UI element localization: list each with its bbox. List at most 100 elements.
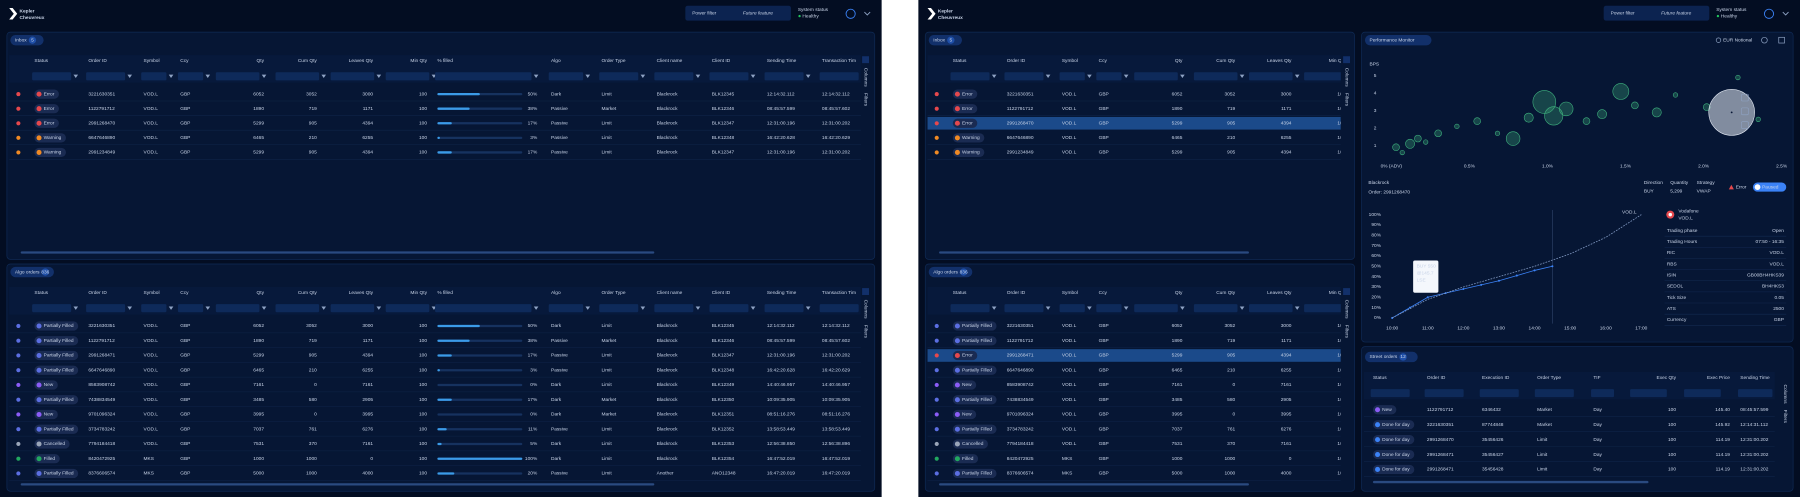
paused-pill[interactable] (1752, 182, 1787, 192)
filter-toggle[interactable] (205, 74, 211, 79)
bubble[interactable] (1672, 92, 1679, 98)
zoom-control[interactable] (1741, 93, 1749, 102)
filter-input[interactable] (1424, 389, 1464, 398)
filter-input[interactable] (1370, 389, 1410, 398)
status-pill[interactable] (952, 468, 997, 479)
bubble[interactable] (1735, 74, 1741, 81)
status-pill[interactable] (34, 365, 79, 375)
filter-input[interactable] (1248, 304, 1293, 313)
status-pill[interactable] (952, 336, 997, 346)
filter-toggle[interactable] (376, 306, 382, 310)
status-pill[interactable] (952, 365, 997, 375)
filter-input[interactable] (86, 72, 126, 81)
filter-toggle[interactable] (1087, 74, 1092, 79)
menu-chevron[interactable] (1782, 11, 1789, 16)
point[interactable] (1497, 279, 1501, 282)
status-pill[interactable] (34, 380, 58, 390)
bubble[interactable] (1755, 116, 1761, 122)
filter-input[interactable] (1479, 389, 1519, 398)
power-filter[interactable] (685, 5, 791, 21)
user-icon[interactable] (845, 8, 856, 19)
filter-input[interactable] (32, 304, 72, 313)
filter-input[interactable] (177, 304, 204, 313)
filter-toggle[interactable] (585, 74, 591, 79)
bubble[interactable] (1612, 83, 1630, 100)
status-pill[interactable] (34, 395, 79, 405)
filter-toggle[interactable] (168, 74, 174, 79)
filter-input[interactable] (1684, 389, 1721, 398)
status-pill[interactable] (1372, 435, 1415, 445)
filter-input[interactable] (819, 72, 859, 81)
status-pill[interactable] (952, 350, 978, 361)
filter-toggle[interactable] (1123, 74, 1129, 79)
filter-input[interactable] (548, 304, 584, 313)
status-pill[interactable] (34, 454, 60, 464)
status-pill[interactable] (952, 89, 978, 99)
filter-toggle[interactable] (127, 306, 133, 310)
filter-toggle[interactable] (805, 74, 811, 79)
bubble[interactable] (1559, 101, 1574, 117)
filter-toggle[interactable] (533, 74, 539, 79)
filter-input[interactable] (1248, 72, 1293, 81)
status-pill[interactable] (1372, 449, 1415, 460)
side-menu[interactable] (1343, 56, 1350, 64)
filter-toggle[interactable] (585, 306, 591, 310)
filter-toggle[interactable] (321, 306, 327, 310)
filter-input[interactable] (1059, 72, 1085, 81)
panel-tab[interactable] (10, 35, 44, 46)
filter-input[interactable] (435, 72, 532, 81)
status-pill[interactable] (952, 104, 978, 114)
status-pill[interactable] (952, 380, 977, 390)
filter-toggle[interactable] (695, 74, 701, 79)
filter-toggle[interactable] (750, 74, 756, 79)
bubble[interactable] (1631, 101, 1639, 110)
filter-input[interactable] (709, 304, 749, 313)
bubble[interactable] (1454, 123, 1460, 129)
filter-toggle[interactable] (205, 306, 211, 310)
status-pill[interactable] (34, 147, 66, 158)
filter-input[interactable] (215, 304, 260, 313)
filter-input[interactable] (709, 72, 749, 81)
point[interactable] (1533, 269, 1536, 272)
filter-input[interactable] (654, 304, 694, 313)
filter-toggle[interactable] (261, 74, 267, 79)
status-pill[interactable] (952, 454, 979, 464)
menu-chevron[interactable] (864, 11, 871, 16)
status-pill[interactable] (34, 350, 79, 361)
filter-input[interactable] (764, 304, 804, 313)
filter-toggle[interactable] (1045, 74, 1051, 79)
bubble[interactable] (1434, 129, 1442, 138)
status-pill[interactable] (952, 395, 997, 405)
filter-input[interactable] (141, 304, 167, 313)
filter-input[interactable] (1534, 389, 1574, 398)
scrollbar[interactable] (20, 483, 655, 486)
filter-input[interactable] (1134, 304, 1178, 313)
filter-input[interactable] (32, 72, 72, 81)
filter-toggle[interactable] (533, 306, 539, 310)
bubble[interactable] (1405, 138, 1415, 149)
status-pill[interactable] (952, 439, 988, 449)
filter-toggle[interactable] (750, 306, 756, 310)
filter-input[interactable] (86, 304, 126, 313)
filter-input[interactable] (141, 72, 167, 81)
power-filter[interactable] (1603, 5, 1710, 21)
scrollbar[interactable] (1372, 480, 1649, 484)
status-pill[interactable] (1372, 420, 1415, 430)
scrollbar[interactable] (939, 251, 1249, 254)
filter-input[interactable] (275, 72, 320, 81)
filter-toggle[interactable] (640, 74, 646, 79)
status-pill[interactable] (34, 409, 58, 420)
filter-toggle[interactable] (1123, 306, 1129, 310)
filter-toggle[interactable] (1294, 74, 1300, 79)
filter-toggle[interactable] (1045, 306, 1051, 310)
filter-input[interactable] (1591, 389, 1615, 398)
filter-toggle[interactable] (73, 306, 79, 310)
status-pill[interactable] (952, 409, 977, 420)
filter-input[interactable] (1059, 304, 1085, 313)
bubble[interactable] (1414, 134, 1422, 143)
bubble[interactable] (1399, 149, 1405, 156)
filter-toggle[interactable] (1294, 306, 1300, 310)
filter-input[interactable] (1004, 304, 1044, 313)
status-pill[interactable] (34, 424, 79, 434)
filter-toggle[interactable] (1087, 306, 1092, 310)
